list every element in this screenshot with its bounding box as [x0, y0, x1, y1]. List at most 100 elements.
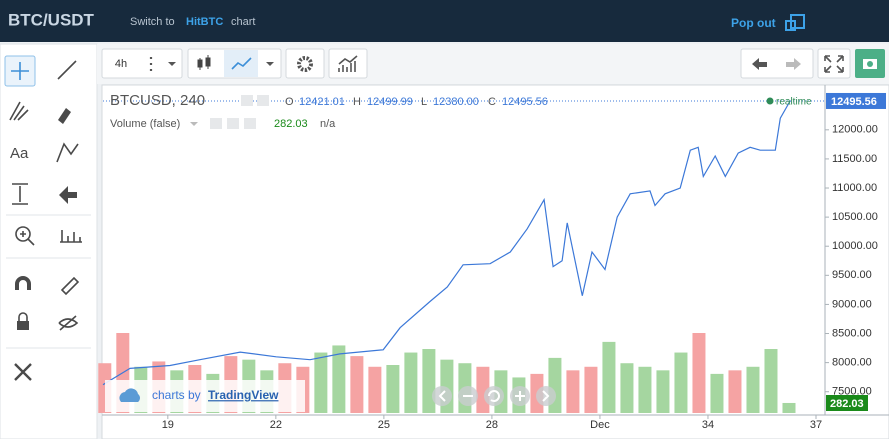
volume-bar	[620, 363, 634, 413]
realtime-label: realtime	[776, 97, 812, 108]
volume-bar	[782, 402, 796, 413]
pair-title: BTC/USDT	[8, 10, 95, 29]
scroll-left[interactable]	[432, 386, 452, 406]
y-tick-label: 8500.00	[832, 327, 872, 339]
last-price-box	[826, 92, 886, 109]
fullscreen-button[interactable]	[817, 48, 851, 79]
watermark-link[interactable]: TradingView	[208, 388, 279, 402]
candles-icon	[197, 55, 211, 70]
settings-tool[interactable]	[14, 363, 32, 381]
switch-text: Switch to	[130, 16, 175, 28]
pencil-lock-tool[interactable]	[60, 276, 80, 296]
ohlc-key: C	[488, 96, 496, 108]
volume-bar	[692, 333, 706, 413]
volume-bar	[566, 370, 580, 413]
dropdown-arrow	[190, 122, 198, 126]
x-tick-label: 25	[378, 419, 390, 431]
volume-bar	[638, 366, 652, 413]
last-volume-label: 282.03	[830, 398, 864, 410]
zoom-tool[interactable]	[15, 226, 35, 246]
dropdown-arrow	[266, 62, 274, 66]
legend-button[interactable]	[210, 118, 222, 129]
nav-icons	[438, 390, 550, 402]
volume-bar	[764, 349, 778, 413]
redo-icon[interactable]	[786, 58, 801, 70]
volume-bar	[386, 365, 400, 413]
ohlc-value: 12499.99	[367, 96, 413, 108]
volume-bar	[584, 366, 598, 413]
brush-tool[interactable]	[58, 108, 71, 124]
watermark-text: charts by	[152, 388, 201, 402]
hide-tool[interactable]	[58, 315, 79, 331]
indicators-button[interactable]	[328, 48, 368, 79]
dropdown-arrow	[168, 62, 176, 66]
volume-bar	[728, 370, 742, 413]
watermark-logo	[119, 388, 140, 402]
legend-button[interactable]	[227, 118, 239, 129]
y-tick-label: 11000.00	[832, 182, 877, 194]
legend-button[interactable]	[241, 95, 253, 106]
ohlc-value: 12421.01	[299, 96, 345, 108]
y-tick-label: 7500.00	[832, 386, 872, 398]
price-line	[102, 100, 791, 386]
x-tick-label: 22	[270, 419, 282, 431]
line-layer	[102, 100, 825, 386]
ohlc-value: 12495.56	[502, 96, 548, 108]
reset[interactable]	[484, 386, 504, 406]
volume-bar	[332, 345, 346, 413]
pattern-tool[interactable]	[56, 142, 79, 163]
ruler-tool[interactable]	[60, 230, 82, 243]
settings-button[interactable]	[285, 48, 325, 79]
text-tool[interactable]: Aa	[10, 145, 29, 162]
line-tool[interactable]	[57, 60, 77, 80]
switch-link[interactable]: HitBTC	[186, 16, 223, 28]
gear-icon	[297, 56, 313, 72]
volume-bar	[404, 352, 418, 413]
back-tool[interactable]	[59, 186, 77, 204]
magnet-tool[interactable]	[15, 276, 31, 290]
pitchfork-tool[interactable]	[9, 101, 29, 121]
volume-bar	[314, 352, 328, 413]
ohlc-value: 12380.00	[433, 96, 479, 108]
switch-text: chart	[231, 16, 255, 28]
popout-icon[interactable]	[785, 14, 805, 31]
y-tick-label: 10500.00	[832, 211, 878, 223]
x-tick-label: Dec	[590, 419, 610, 431]
line-icon	[231, 57, 252, 70]
x-tick-label: 34	[702, 419, 714, 431]
header-bar	[0, 0, 889, 42]
undo-icon[interactable]	[752, 58, 767, 70]
ohlc-key: L	[421, 96, 427, 108]
measure-tool[interactable]	[12, 183, 28, 205]
last-price-label: 12495.56	[831, 96, 877, 108]
y-tick-label: 9500.00	[832, 269, 872, 281]
y-tick-label: 8000.00	[832, 357, 872, 369]
popout-link[interactable]: Pop out	[731, 16, 776, 30]
volume-bar	[350, 356, 364, 413]
volume-bar	[710, 373, 724, 413]
ohlc-key: H	[353, 96, 361, 108]
left-toolbar	[0, 43, 98, 439]
legend-button[interactable]	[257, 95, 269, 106]
x-tick-label: 37	[810, 419, 822, 431]
legend-button[interactable]	[244, 118, 256, 129]
y-tick-label: 11500.00	[832, 153, 877, 165]
lock-tool[interactable]	[17, 321, 29, 330]
y-tick-label: 12000.00	[832, 124, 878, 136]
ohlc-key: O	[285, 96, 294, 108]
volume-status: n/a	[320, 118, 336, 130]
scroll-right[interactable]	[536, 386, 556, 406]
volume-label: Volume (false)	[110, 118, 180, 130]
crosshair-icon	[11, 62, 29, 80]
realtime-dot	[766, 97, 774, 105]
indicators-icon	[338, 55, 358, 72]
volume-bar	[422, 349, 436, 413]
undo-redo-button[interactable]	[740, 48, 814, 79]
interval-label: 4h	[115, 58, 127, 70]
camera-lens	[867, 61, 873, 67]
x-tick-label: 19	[162, 419, 174, 431]
line-style-active	[224, 50, 258, 77]
interval-button[interactable]	[101, 48, 183, 79]
volume-bar	[656, 370, 670, 413]
